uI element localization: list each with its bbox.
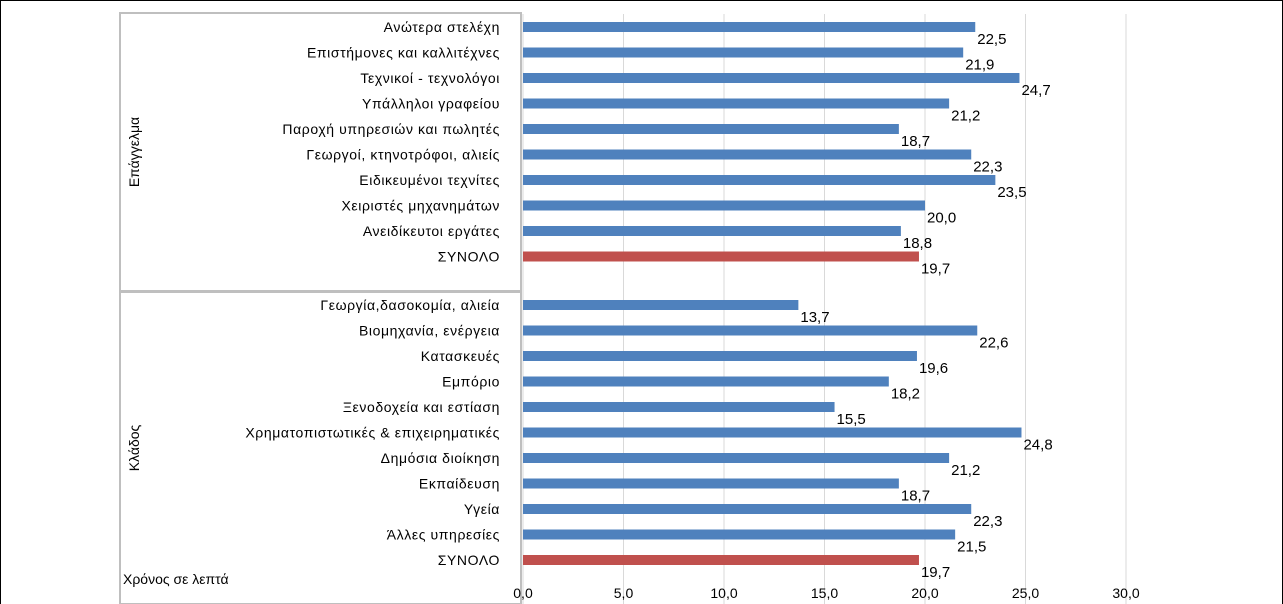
data-label: 21,9 [965, 57, 994, 74]
category-label: Ξενοδοχεία και εστίαση [343, 399, 500, 415]
total-bar [523, 251, 919, 262]
total-bar [523, 555, 919, 565]
data-label: 21,5 [957, 539, 986, 556]
bar [523, 98, 950, 109]
category-label: Ανειδίκευτοι εργάτες [363, 223, 500, 239]
bar [523, 529, 956, 540]
group-label: Κλάδος [126, 424, 142, 471]
x-tick-label: 10,0 [710, 585, 737, 601]
data-label: 22,5 [977, 31, 1006, 48]
bar [523, 478, 899, 489]
data-label: 15,5 [837, 411, 866, 428]
data-label: 21,2 [951, 462, 980, 479]
data-label: 22,3 [973, 513, 1002, 530]
category-label: Υγεία [464, 501, 500, 517]
bars: Ανώτερα στελέχη 22,5 Επιστήμονες και καλλι… [245, 19, 1052, 581]
bar [523, 325, 978, 336]
bar [523, 427, 1022, 438]
category-groups: Επάγγελμα Κλάδος [119, 12, 522, 604]
data-label: 20,0 [927, 210, 956, 227]
bar [523, 200, 925, 211]
category-label: Ειδικευμένοι τεχνίτες [359, 172, 500, 188]
group-label: Επάγγελμα [126, 117, 142, 187]
axis-title: Χρόνος σε λεπτά [123, 571, 229, 587]
x-tick-label: 20,0 [911, 585, 938, 601]
category-label: Υπάλληλοι γραφείου [362, 96, 500, 112]
bar [523, 73, 1020, 83]
bar [523, 226, 901, 236]
category-label: Χειριστές μηχανημάτων [341, 198, 500, 214]
group-box [119, 291, 522, 604]
data-label: 22,3 [973, 159, 1002, 176]
bar [523, 175, 996, 185]
bar [523, 149, 972, 160]
category-label: Γεωργία,δασοκομία, αλιεία [320, 297, 500, 313]
x-tick-label: 30,0 [1112, 585, 1139, 601]
data-label: 18,8 [903, 235, 932, 252]
data-label: 22,6 [979, 335, 1008, 352]
category-label: ΣΥΝΟΛΟ [438, 552, 500, 568]
bar [523, 504, 972, 514]
category-label: Άλλες υπηρεσίες [387, 527, 500, 543]
data-label: 19,7 [921, 564, 950, 581]
data-label: 21,2 [951, 108, 980, 125]
category-label: Παροχή υπηρεσιών και πωλητές [282, 121, 500, 137]
data-label: 23,5 [997, 184, 1026, 201]
category-label: Επιστήμονες και καλλιτέχνες [307, 45, 500, 61]
data-label: 19,7 [921, 261, 950, 278]
x-tick-label: 25,0 [1012, 585, 1039, 601]
category-label: Χρηματοπιστωτικές & επιχειρηματικές [245, 425, 500, 441]
data-label: 19,6 [919, 360, 948, 377]
data-label: 24,7 [1021, 82, 1050, 99]
bar [523, 402, 835, 412]
data-label: 24,8 [1023, 437, 1052, 454]
bar [523, 453, 950, 463]
data-label: 18,7 [901, 133, 930, 150]
bar [523, 376, 889, 387]
data-label: 18,7 [901, 488, 930, 505]
bar [523, 124, 899, 134]
x-tick-label: 15,0 [811, 585, 838, 601]
x-tick-label: 5,0 [614, 585, 634, 601]
data-label: 13,7 [800, 309, 829, 326]
category-label: Βιομηχανία, ενέργεια [359, 323, 500, 339]
data-label: 18,2 [891, 386, 920, 403]
category-label: Εκπαίδευση [419, 476, 500, 492]
bar [523, 300, 799, 310]
bar [523, 22, 976, 32]
x-axis-ticks: 0,0 5,0 10,0 15,0 20,0 25,0 30,0 [513, 585, 1140, 601]
category-label: ΣΥΝΟΛΟ [438, 249, 500, 265]
category-label: Γεωργοί, κτηνοτρόφοι, αλιείς [306, 147, 500, 163]
category-label: Κατασκευές [421, 348, 500, 364]
category-label: Τεχνικοί - τεχνολόγοι [360, 70, 500, 86]
bar [523, 47, 964, 58]
category-label: Εμπόριο [442, 374, 500, 390]
category-label: Δημόσια διοίκηση [381, 450, 500, 466]
bar [523, 351, 917, 361]
x-tick-label: 0,0 [513, 585, 533, 601]
category-label: Ανώτερα στελέχη [384, 19, 500, 35]
